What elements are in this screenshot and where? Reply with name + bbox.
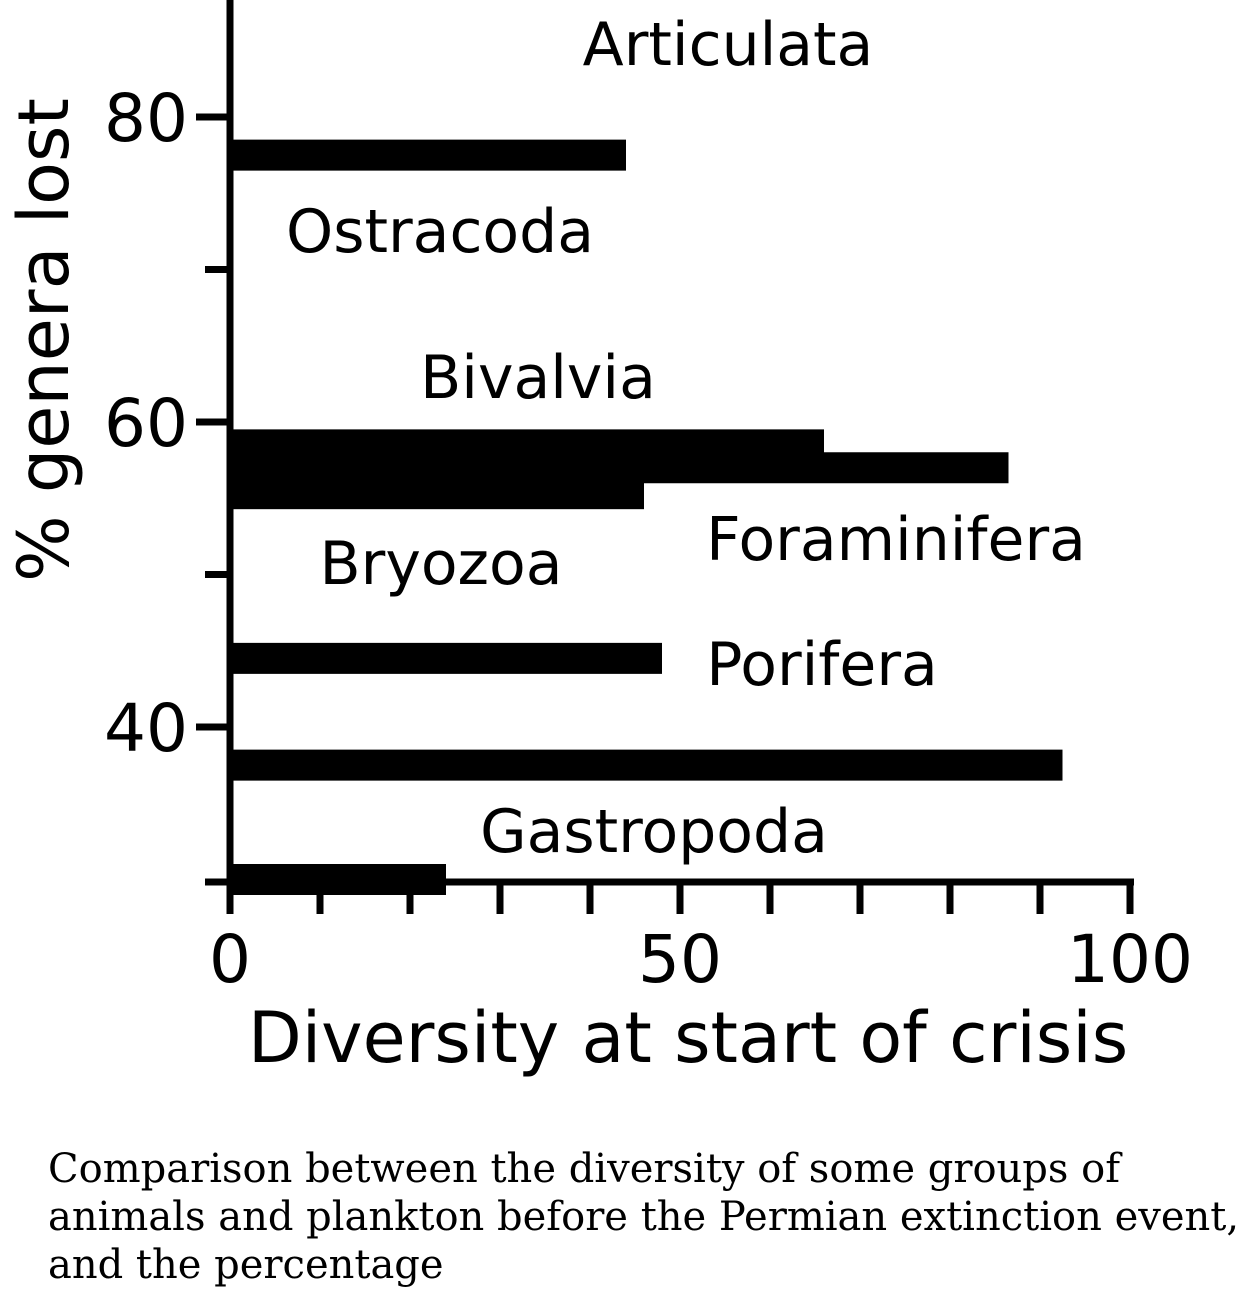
label-articulata: Articulata <box>583 10 874 80</box>
figure-caption: Comparison between the diversity of some… <box>48 1146 1240 1288</box>
label-ostracoda: Ostracoda <box>286 197 594 267</box>
bar-foraminifera <box>230 642 662 674</box>
y-tick-label: 80 <box>104 80 188 157</box>
chart: 0 50 100 40 60 80 Diversity at start of cris… <box>3 0 1193 1079</box>
label-bryozoa: Bryozoa <box>319 529 562 599</box>
y-axis-title: % genera lost <box>3 98 85 582</box>
bar-bryozoa <box>230 478 644 510</box>
label-gastropoda: Gastropoda <box>480 797 828 867</box>
bar-bivalvia <box>230 452 1009 484</box>
bars-layer <box>230 139 1063 895</box>
bar-porifera <box>230 749 1063 781</box>
label-foraminifera: Foraminifera <box>706 505 1086 575</box>
x-tick-label: 50 <box>638 921 722 998</box>
x-tick-label: 100 <box>1067 921 1193 998</box>
label-porifera: Porifera <box>706 630 938 700</box>
y-tick-label: 40 <box>104 690 188 767</box>
bar-articulata <box>230 139 626 171</box>
label-bivalvia: Bivalvia <box>420 343 656 413</box>
x-ticks: 0 50 100 <box>209 882 1193 998</box>
y-ticks: 40 60 80 <box>104 80 230 767</box>
x-axis-title: Diversity at start of crisis <box>248 997 1128 1079</box>
x-tick-label: 0 <box>209 921 251 998</box>
y-tick-label: 60 <box>104 385 188 462</box>
